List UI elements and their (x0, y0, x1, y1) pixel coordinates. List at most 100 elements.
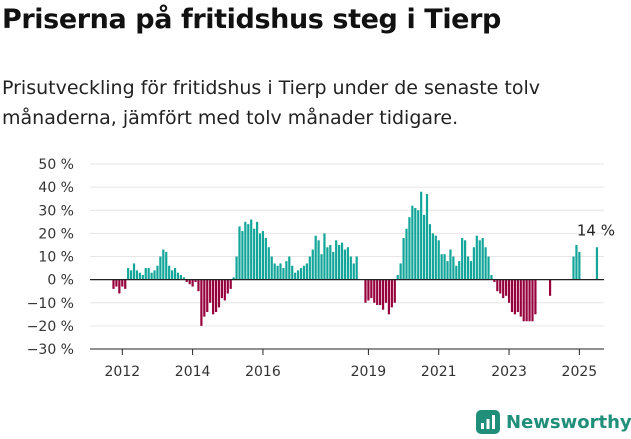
bar (250, 219, 253, 280)
bar (376, 279, 379, 306)
y-tick-label: 40 % (38, 180, 74, 196)
bar (428, 224, 432, 280)
chart-subtitle: Prisutveckling för fritidshus i Tierp un… (2, 77, 540, 129)
bar (340, 242, 344, 280)
bar (127, 268, 130, 280)
bar (320, 254, 323, 280)
bar (373, 279, 376, 303)
bar (229, 279, 232, 289)
bar (364, 279, 367, 303)
bar (159, 256, 162, 280)
bar (478, 240, 481, 280)
bar (273, 263, 276, 280)
bar (147, 268, 150, 280)
bar (464, 240, 467, 280)
bar (203, 279, 206, 317)
bar (171, 270, 174, 280)
bar (472, 247, 475, 280)
bar (329, 244, 332, 280)
bar (505, 279, 508, 296)
bar (156, 265, 159, 280)
bar (420, 191, 423, 280)
x-tick-label: 2023 (491, 364, 527, 380)
bar (317, 240, 320, 280)
bar (179, 275, 182, 280)
bar (220, 279, 224, 299)
bar (194, 279, 197, 282)
bar (475, 235, 478, 280)
bar (381, 279, 385, 310)
bar (502, 279, 505, 299)
bar (144, 268, 147, 280)
bar (235, 256, 238, 280)
bar (132, 263, 136, 280)
x-tick-label: 2019 (351, 364, 387, 380)
bar (516, 279, 519, 313)
page-title: Priserna på fritidshus steg i Tierp (2, 4, 501, 35)
bar (285, 261, 288, 280)
bar (425, 194, 429, 280)
bar (185, 279, 188, 282)
bar (288, 256, 291, 280)
bar (121, 279, 124, 287)
price-change-bar-chart: 50 % 40 % 30 % 20 % 10 % 0 % −10 % −20 % −30 % 2… (27, 157, 615, 380)
chart-bars (112, 191, 599, 326)
bar (162, 249, 165, 280)
bar (200, 279, 203, 326)
bar (335, 240, 338, 280)
bar (437, 240, 440, 280)
y-tick-label: −10 % (27, 296, 74, 312)
y-tick-label: 30 % (38, 203, 74, 219)
y-tick-label: 10 % (38, 250, 74, 266)
bar (165, 251, 168, 280)
bar (578, 251, 581, 280)
bar (264, 238, 267, 280)
bar (124, 279, 127, 289)
bar (135, 270, 139, 280)
bar (276, 265, 279, 280)
bar (270, 256, 273, 280)
bar (531, 279, 534, 322)
bar (349, 256, 352, 280)
bar (261, 231, 265, 280)
bar (302, 265, 306, 280)
bar (294, 272, 297, 280)
last-value-label: 14 % (577, 221, 615, 239)
bar (188, 279, 191, 285)
bar (440, 254, 443, 280)
newsworthy-chart-icon (476, 410, 500, 434)
bar (296, 270, 300, 280)
bar (191, 279, 194, 287)
bar (279, 263, 282, 280)
y-tick-label: 50 % (38, 157, 74, 173)
bar (484, 247, 487, 280)
bar (223, 279, 226, 301)
bar (519, 279, 522, 317)
bar (393, 279, 396, 303)
bar (323, 233, 326, 280)
bar (118, 279, 121, 294)
bar (173, 268, 177, 280)
bar (390, 279, 393, 308)
newsworthy-brand: Newsworthy (476, 407, 631, 437)
bar (141, 275, 144, 280)
y-tick-label: 0 % (47, 273, 74, 289)
x-tick-label: 2016 (245, 364, 281, 380)
x-tick-label: 2014 (175, 364, 211, 380)
bar (452, 256, 455, 280)
bar (384, 279, 388, 303)
bar (212, 279, 215, 315)
bar (282, 268, 285, 280)
bar (352, 263, 355, 280)
bar (370, 279, 373, 299)
bar (493, 279, 496, 282)
bar (490, 275, 493, 280)
bar (244, 221, 247, 280)
x-tick-label: 2021 (421, 364, 457, 380)
bar (455, 265, 458, 280)
bar (402, 238, 405, 280)
bar (461, 238, 464, 280)
bar (575, 244, 578, 280)
bar (534, 279, 537, 315)
bar (528, 279, 531, 322)
